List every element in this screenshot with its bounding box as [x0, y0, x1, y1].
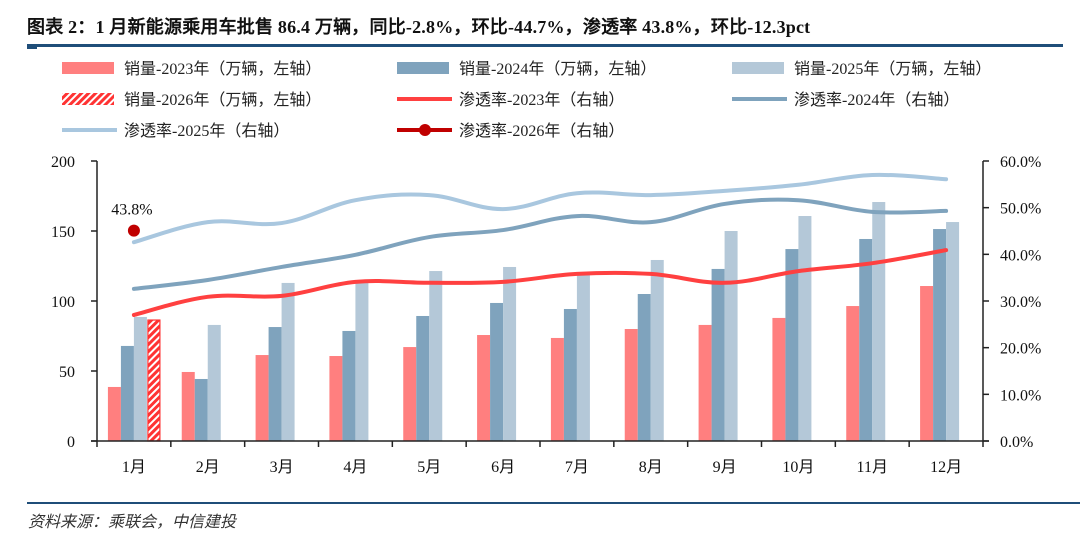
bar-sales_2024-4	[342, 330, 356, 441]
bar-sales_2024-7	[563, 308, 577, 441]
lines: 43.8%	[111, 172, 949, 317]
bar-sales_2023-12	[920, 286, 934, 441]
source-note: 资料来源：乘联会，中信建投	[28, 514, 237, 531]
bar-sales_2024-12	[933, 229, 947, 441]
legend-item-sales_2023: 销量-2023年（万辆，左轴）	[62, 60, 321, 78]
title-underline-accent	[27, 44, 37, 49]
y-left-tick-label: 200	[51, 154, 75, 171]
legend-item-sales_2024: 销量-2024年（万辆，左轴）	[397, 60, 656, 78]
bar-sales_2024-10	[785, 249, 799, 441]
legend-label: 销量-2023年（万辆，左轴）	[124, 60, 321, 78]
annotation-label: 43.8%	[111, 202, 152, 219]
bar-sales_2024-11	[859, 238, 873, 441]
bar-sales_2025-1	[133, 316, 147, 441]
x-tick-label: 1月	[122, 459, 146, 476]
bar-sales_2024-9	[711, 268, 725, 441]
bar-sales_2024-1	[120, 345, 134, 441]
y-right-tick-label: 50.0%	[1000, 201, 1041, 218]
legend-label: 渗透率-2024年（右轴）	[794, 91, 959, 109]
marker-pen_2026-1	[127, 224, 140, 237]
y-left-tick-label: 0	[67, 434, 75, 451]
bar-sales_2025-11	[872, 202, 886, 441]
y-left-tick-label: 100	[51, 294, 75, 311]
x-tick-label: 8月	[639, 459, 663, 476]
y-left-tick-label: 50	[59, 364, 75, 381]
bar-sales_2023-6	[477, 335, 491, 441]
bar-sales_2026-1	[147, 319, 161, 442]
x-tick-label: 4月	[343, 459, 367, 476]
x-tick-label: 11月	[857, 459, 888, 476]
legend-label: 渗透率-2026年（右轴）	[459, 122, 624, 140]
legend-label: 销量-2026年（万辆，左轴）	[124, 91, 321, 109]
bar-sales_2025-5	[429, 271, 443, 441]
bar-sales_2025-2	[207, 324, 221, 441]
legend-label: 渗透率-2023年（右轴）	[459, 91, 624, 109]
bar-sales_2025-10	[798, 216, 812, 441]
legend-label: 渗透率-2025年（右轴）	[124, 122, 289, 140]
legend-item-pen_2025: 渗透率-2025年（右轴）	[62, 122, 289, 140]
title-underline	[27, 44, 1063, 47]
bar-sales_2025-7	[576, 273, 590, 441]
bar-sales_2023-7	[550, 337, 564, 441]
x-tick-label: 9月	[713, 459, 737, 476]
bar-sales_2023-1	[107, 386, 121, 441]
x-tick-label: 6月	[491, 459, 515, 476]
bar-sales_2023-11	[846, 306, 860, 441]
y-right-tick-label: 60.0%	[1000, 154, 1041, 171]
legend: 销量-2023年（万辆，左轴） 销量-2024年（万辆，左轴） 销量-2025年（万…	[62, 60, 991, 140]
x-tick-label: 12月	[930, 459, 962, 476]
bar-sales_2023-2	[181, 371, 195, 441]
legend-item-pen_2026: 渗透率-2026年（右轴）	[397, 122, 624, 140]
bar-sales_2024-2	[194, 378, 208, 441]
bar-sales_2024-3	[268, 327, 282, 441]
legend-swatch-sales_2025	[732, 62, 784, 74]
line-pen_2024	[131, 197, 949, 291]
x-tick-label: 5月	[417, 459, 441, 476]
footer-rule	[27, 502, 1080, 504]
line-pen_2023	[131, 248, 949, 317]
legend-item-pen_2023: 渗透率-2023年（右轴）	[397, 91, 624, 109]
y-right-tick-label: 40.0%	[1000, 247, 1041, 264]
y-left-tick-label: 150	[51, 224, 75, 241]
legend-swatch-sales_2023	[62, 62, 114, 74]
y-right-tick-label: 30.0%	[1000, 294, 1041, 311]
bar-sales_2025-4	[355, 281, 369, 441]
bar-sales_2023-5	[403, 347, 417, 441]
bar-sales_2023-10	[772, 317, 786, 441]
bar-sales_2024-5	[416, 315, 430, 441]
bar-sales_2025-8	[650, 259, 664, 441]
bar-sales_2025-9	[724, 231, 738, 441]
bars	[107, 202, 960, 442]
bar-sales_2023-3	[255, 355, 269, 441]
x-tick-label: 7月	[565, 459, 589, 476]
y-right-tick-label: 10.0%	[1000, 387, 1041, 404]
legend-swatch-sales_2026	[62, 93, 114, 105]
bar-sales_2023-9	[698, 324, 712, 441]
legend-label: 销量-2024年（万辆，左轴）	[459, 60, 656, 78]
legend-label: 销量-2025年（万辆，左轴）	[794, 60, 991, 78]
bar-sales_2025-12	[946, 222, 960, 441]
x-tick-label: 2月	[196, 459, 220, 476]
legend-marker-pen_2026	[419, 124, 431, 136]
x-tick-label: 3月	[270, 459, 294, 476]
combo-chart: 销量-2023年（万辆，左轴） 销量-2024年（万辆，左轴） 销量-2025年（万…	[51, 60, 1041, 476]
legend-item-pen_2024: 渗透率-2024年（右轴）	[732, 91, 959, 109]
bar-sales_2024-6	[490, 302, 504, 441]
legend-swatch-sales_2024	[397, 62, 449, 74]
axes: 0 50 100 150 200 0.0% 10.0% 20.0% 30.0% 40.0% 50.0…	[51, 154, 1041, 476]
legend-item-sales_2026: 销量-2026年（万辆，左轴）	[62, 91, 321, 109]
bar-sales_2023-8	[624, 329, 638, 441]
y-right-tick-label: 0.0%	[1000, 434, 1033, 451]
y-right-tick-label: 20.0%	[1000, 341, 1041, 358]
legend-item-sales_2025: 销量-2025年（万辆，左轴）	[732, 60, 991, 78]
chart-title: 图表 2：1 月新能源乘用车批售 86.4 万辆，同比-2.8%，环比-44.7…	[27, 17, 811, 37]
line-pen_2025	[131, 172, 949, 245]
x-tick-label: 10月	[782, 459, 814, 476]
bar-sales_2023-4	[329, 356, 343, 441]
bar-sales_2025-6	[503, 266, 517, 441]
bar-sales_2024-8	[637, 294, 651, 441]
bar-sales_2025-3	[281, 282, 295, 441]
